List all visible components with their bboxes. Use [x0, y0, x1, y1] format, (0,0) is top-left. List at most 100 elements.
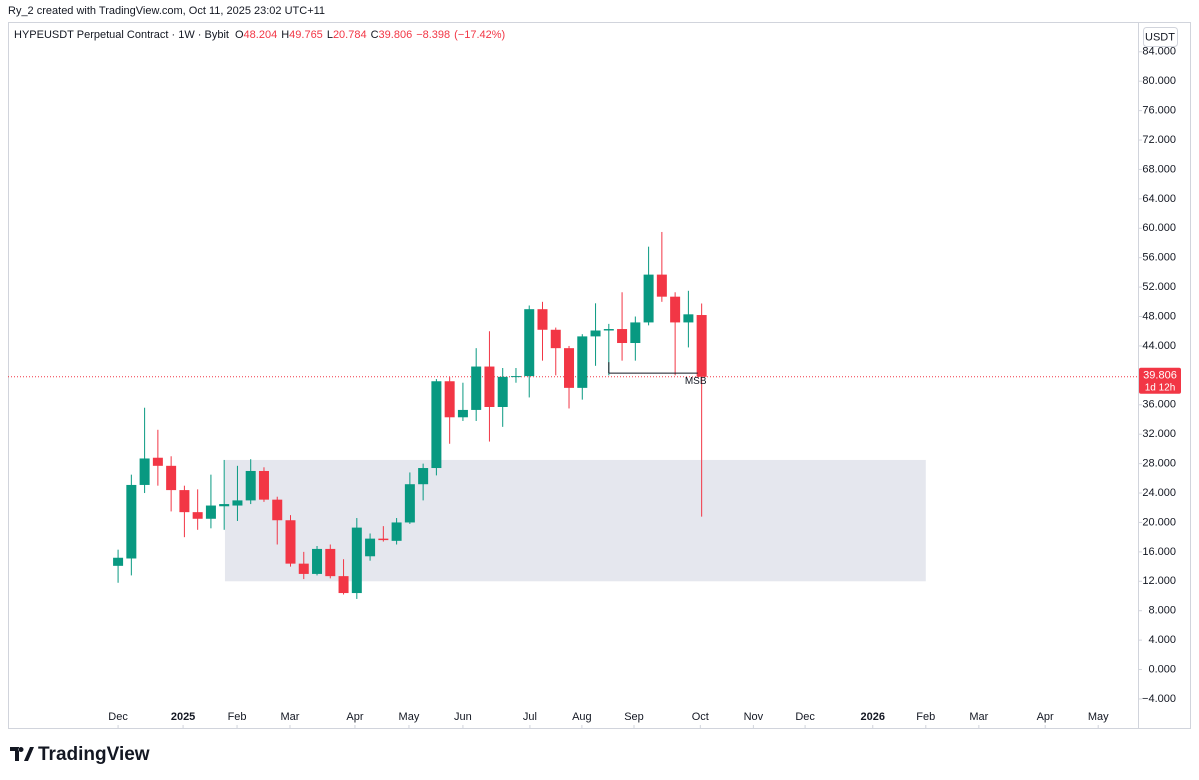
candle-body — [497, 376, 508, 407]
x-tick-label: Feb — [228, 711, 247, 723]
ohlc-key: C — [371, 29, 379, 41]
candle-body — [484, 366, 495, 407]
price-tag — [1139, 367, 1181, 394]
y-tick-label: 36.000 — [1142, 399, 1176, 411]
candle-body — [643, 274, 654, 323]
y-tick-label: 8.000 — [1148, 605, 1176, 617]
x-tick-label: Mar — [969, 711, 988, 723]
candle-body — [418, 468, 429, 485]
candle-body — [338, 576, 349, 594]
candle-body — [696, 315, 707, 377]
candle-body — [630, 322, 641, 344]
ohlc-key: L — [327, 29, 333, 41]
change: −8.398 — [416, 29, 450, 41]
candle-body — [670, 296, 681, 323]
price-tag-value: 39.806 — [1143, 370, 1177, 382]
candle-body — [391, 522, 402, 541]
candle-body — [285, 520, 296, 564]
symbol-title: HYPEUSDT Perpetual Contract · 1W · Bybit — [14, 29, 229, 41]
candle-body — [510, 376, 521, 378]
msb-label: MSB — [685, 376, 707, 387]
y-tick-label: 72.000 — [1142, 134, 1176, 146]
countdown: 1d 12h — [1145, 382, 1176, 393]
candle-body — [179, 490, 190, 513]
y-tick-label: 4.000 — [1148, 634, 1176, 646]
candle-body — [404, 484, 415, 523]
ohlc-value: 20.784 — [333, 29, 367, 41]
x-tick-label: May — [1088, 711, 1109, 723]
candle-body — [603, 329, 614, 331]
candle-body — [365, 538, 376, 557]
y-tick-label: −4.000 — [1142, 693, 1176, 705]
y-tick-label: 12.000 — [1142, 575, 1176, 587]
candle-body — [232, 500, 243, 506]
x-tick-label: Aug — [572, 711, 592, 723]
x-tick-label: May — [399, 711, 420, 723]
ohlc-key: O — [235, 29, 244, 41]
ohlc-value: 49.765 — [289, 29, 323, 41]
x-tick-label: Apr — [346, 711, 363, 723]
zone — [224, 459, 926, 582]
ohlc-legend: HYPEUSDT Perpetual Contract · 1W · Bybit… — [14, 29, 505, 41]
candle-body — [564, 348, 575, 388]
candle-body — [656, 274, 667, 297]
currency: USDT — [1145, 31, 1175, 43]
y-tick-label: 44.000 — [1142, 340, 1176, 352]
x-tick-label: 2026 — [860, 711, 884, 723]
candle-body — [431, 381, 442, 469]
candle-body — [312, 548, 323, 574]
y-tick-label: 60.000 — [1142, 222, 1176, 234]
logo-mark — [10, 747, 34, 761]
candle-body — [166, 465, 177, 491]
y-tick-label: 80.000 — [1142, 75, 1176, 87]
candle-body — [139, 458, 150, 485]
candle-body — [524, 309, 535, 377]
ohlc-key: H — [281, 29, 289, 41]
y-tick-label: 84.000 — [1142, 46, 1176, 58]
candle-body — [457, 409, 468, 418]
candle-body — [351, 527, 362, 594]
y-tick-label: 16.000 — [1142, 546, 1176, 558]
candle-body — [537, 309, 548, 330]
y-tick-label: 64.000 — [1142, 193, 1176, 205]
credit: Ry_2 created with TradingView.com, Oct 1… — [8, 5, 325, 17]
candle-body — [617, 329, 628, 344]
candle-body — [683, 314, 694, 323]
ohlc-value: 39.806 — [379, 29, 413, 41]
x-tick-label: Mar — [280, 711, 299, 723]
currency-box[interactable] — [1143, 27, 1178, 47]
y-tick-label: 24.000 — [1142, 487, 1176, 499]
candle-body — [577, 336, 588, 388]
candle-body — [590, 330, 601, 337]
candle-body — [113, 557, 124, 566]
x-tick-label: 2025 — [171, 711, 195, 723]
candle-body — [550, 329, 561, 349]
x-tick-label: Sep — [624, 711, 644, 723]
y-tick-label: 20.000 — [1142, 516, 1176, 528]
y-tick-label: 28.000 — [1142, 458, 1176, 470]
x-tick-label: Dec — [108, 711, 128, 723]
y-tick-label: 68.000 — [1142, 163, 1176, 175]
x-tick-label: Apr — [1037, 711, 1054, 723]
tv-logo: TradingView — [10, 744, 150, 765]
x-tick-label: Oct — [692, 711, 709, 723]
x-tick-label: Jun — [454, 711, 472, 723]
candle-body — [378, 538, 389, 541]
candle-body — [219, 504, 230, 507]
x-tick-label: Dec — [795, 711, 815, 723]
candle-body — [126, 484, 137, 559]
candle-body — [471, 366, 482, 410]
change-pct: (−17.42%) — [454, 29, 505, 41]
y-tick-label: 52.000 — [1142, 281, 1176, 293]
chart-frame — [8, 22, 1191, 729]
brand: TradingView — [38, 744, 150, 765]
candle-body — [298, 563, 309, 574]
y-tick-label: 32.000 — [1142, 428, 1176, 440]
ohlc-value: 48.204 — [244, 29, 278, 41]
candle-body — [152, 457, 163, 466]
candle-body — [192, 512, 203, 519]
x-tick-label: Feb — [916, 711, 935, 723]
candle-body — [325, 548, 336, 577]
y-tick-label: 56.000 — [1142, 252, 1176, 264]
candle-body — [444, 381, 455, 418]
